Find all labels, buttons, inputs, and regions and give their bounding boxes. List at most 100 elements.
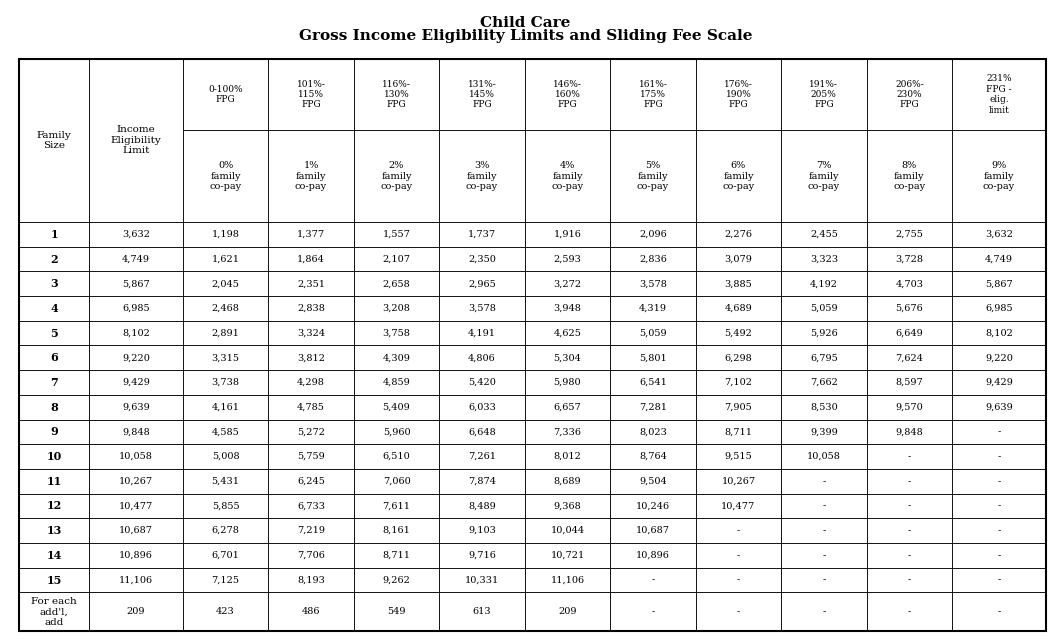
Bar xyxy=(952,493,1046,518)
Text: 3,885: 3,885 xyxy=(724,279,753,288)
Bar xyxy=(268,543,354,567)
Text: 3,324: 3,324 xyxy=(297,328,325,337)
Bar xyxy=(268,272,354,296)
Text: -: - xyxy=(908,551,911,560)
Bar xyxy=(183,346,268,370)
Text: 8,489: 8,489 xyxy=(468,502,496,511)
Bar xyxy=(524,469,611,493)
Text: 6%
family
co-pay: 6% family co-pay xyxy=(722,161,755,191)
Text: -: - xyxy=(997,576,1001,585)
Text: 4,625: 4,625 xyxy=(554,328,581,337)
Text: 4,298: 4,298 xyxy=(297,378,325,387)
Text: 1,377: 1,377 xyxy=(297,230,325,239)
Text: 10,896: 10,896 xyxy=(119,551,153,560)
Bar xyxy=(867,130,952,222)
Text: -: - xyxy=(822,551,825,560)
Text: 6,648: 6,648 xyxy=(468,427,496,436)
Bar xyxy=(354,420,439,444)
Text: 9,848: 9,848 xyxy=(122,427,150,436)
Bar xyxy=(354,567,439,592)
Bar xyxy=(867,370,952,395)
Bar xyxy=(268,493,354,518)
Text: -: - xyxy=(822,502,825,511)
Text: 7,261: 7,261 xyxy=(468,452,496,461)
Bar xyxy=(952,222,1046,247)
Bar xyxy=(183,592,268,631)
Text: -: - xyxy=(908,576,911,585)
Text: 4: 4 xyxy=(50,303,58,314)
Bar xyxy=(952,543,1046,567)
Text: 5,801: 5,801 xyxy=(639,353,666,362)
Bar xyxy=(183,222,268,247)
Bar xyxy=(268,518,354,543)
Text: 3,632: 3,632 xyxy=(985,230,1013,239)
Bar xyxy=(354,469,439,493)
Text: 10: 10 xyxy=(46,451,62,462)
Bar xyxy=(611,444,696,469)
Text: 9,262: 9,262 xyxy=(383,576,411,585)
Bar xyxy=(611,395,696,420)
Text: 5,431: 5,431 xyxy=(211,477,240,486)
Text: 7,905: 7,905 xyxy=(724,403,753,412)
Text: 423: 423 xyxy=(217,607,235,617)
Text: -: - xyxy=(908,452,911,461)
Bar xyxy=(439,296,524,321)
Text: 11: 11 xyxy=(46,476,62,487)
Text: 7,662: 7,662 xyxy=(810,378,838,387)
Text: 3,208: 3,208 xyxy=(383,304,411,313)
Bar xyxy=(439,395,524,420)
Bar xyxy=(781,59,867,130)
Bar xyxy=(183,321,268,346)
Text: 3,948: 3,948 xyxy=(554,304,581,313)
Bar xyxy=(952,518,1046,543)
Text: 4,319: 4,319 xyxy=(639,304,667,313)
Bar xyxy=(781,346,867,370)
Text: 7,281: 7,281 xyxy=(639,403,667,412)
Bar xyxy=(439,592,524,631)
Text: 2,045: 2,045 xyxy=(211,279,240,288)
Bar xyxy=(268,222,354,247)
Text: 2,891: 2,891 xyxy=(211,328,240,337)
Text: 4,859: 4,859 xyxy=(383,378,410,387)
Bar xyxy=(867,321,952,346)
Text: 4,749: 4,749 xyxy=(122,254,150,263)
Bar xyxy=(183,247,268,272)
Bar xyxy=(19,247,89,272)
Bar xyxy=(354,444,439,469)
Bar xyxy=(781,272,867,296)
Text: 9,429: 9,429 xyxy=(985,378,1013,387)
Bar xyxy=(867,518,952,543)
Text: 7,336: 7,336 xyxy=(554,427,581,436)
Bar xyxy=(354,272,439,296)
Bar xyxy=(89,444,183,469)
Text: 10,267: 10,267 xyxy=(721,477,756,486)
Bar xyxy=(439,346,524,370)
Text: 5,304: 5,304 xyxy=(554,353,581,362)
Bar xyxy=(867,59,952,130)
Text: 6,649: 6,649 xyxy=(895,328,923,337)
Bar xyxy=(611,469,696,493)
Text: 9,220: 9,220 xyxy=(985,353,1013,362)
Bar xyxy=(611,567,696,592)
Text: 1,737: 1,737 xyxy=(468,230,496,239)
Text: 6,298: 6,298 xyxy=(724,353,753,362)
Text: 1: 1 xyxy=(50,229,58,240)
Text: -: - xyxy=(997,427,1001,436)
Bar xyxy=(354,592,439,631)
Bar xyxy=(611,493,696,518)
Text: 549: 549 xyxy=(387,607,406,617)
Text: 9,716: 9,716 xyxy=(468,551,496,560)
Text: 7,102: 7,102 xyxy=(724,378,753,387)
Bar xyxy=(524,567,611,592)
Bar xyxy=(354,296,439,321)
Bar xyxy=(19,272,89,296)
Text: 4,749: 4,749 xyxy=(985,254,1013,263)
Text: 209: 209 xyxy=(558,607,577,617)
Text: -: - xyxy=(908,526,911,535)
Text: 9,220: 9,220 xyxy=(122,353,150,362)
Bar xyxy=(696,567,781,592)
Bar xyxy=(183,469,268,493)
Bar xyxy=(354,395,439,420)
Bar xyxy=(952,59,1046,130)
Bar xyxy=(611,272,696,296)
